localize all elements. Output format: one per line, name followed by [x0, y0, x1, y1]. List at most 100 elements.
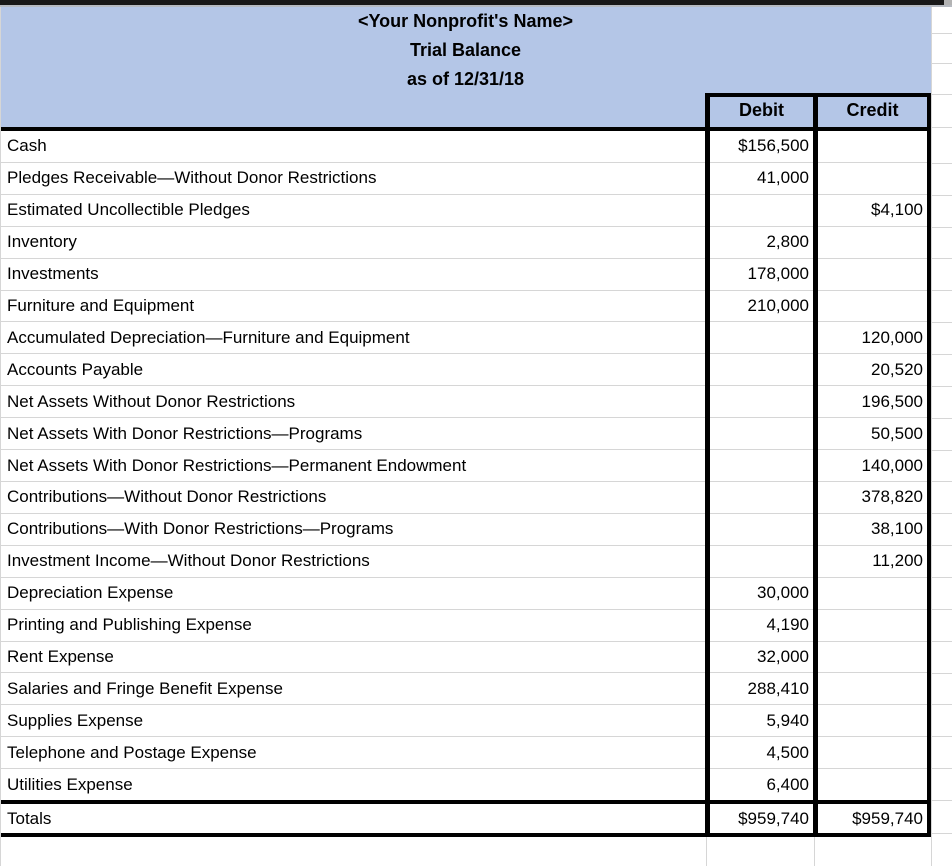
bottom-partial-gridline-1	[706, 837, 707, 866]
debit-cell[interactable]: 4,190	[766, 615, 809, 635]
credit-cell[interactable]: 120,000	[861, 327, 923, 347]
account-label-cell[interactable]: Contributions—With Donor Restrictions—Pr…	[7, 519, 394, 539]
account-label-cell[interactable]: Pledges Receivable—Without Donor Restric…	[7, 168, 377, 188]
credit-cell[interactable]	[818, 673, 923, 704]
title-org-name-cell[interactable]: <Your Nonprofit's Name>	[358, 11, 573, 31]
debit-cell[interactable]: 41,000	[757, 168, 809, 188]
right-column-row-gridline	[931, 290, 952, 291]
right-column-gridline	[931, 7, 932, 866]
debit-cell[interactable]	[710, 322, 809, 353]
credit-cell[interactable]	[818, 131, 923, 162]
right-column-row-gridline	[931, 195, 952, 196]
debit-cell[interactable]: 4,500	[766, 742, 809, 762]
debit-credit-divider-border	[813, 93, 818, 837]
account-label-cell[interactable]: Salaries and Fringe Benefit Expense	[7, 678, 283, 698]
account-label-cell[interactable]: Telephone and Postage Expense	[7, 742, 257, 762]
right-column-row-gridline	[931, 800, 952, 801]
credit-cell[interactable]: 140,000	[861, 455, 923, 475]
right-column-row-gridline	[931, 227, 952, 228]
account-label-cell[interactable]: Net Assets With Donor Restrictions—Progr…	[7, 423, 363, 443]
title-report-name-cell[interactable]: Trial Balance	[409, 40, 522, 60]
debit-cell[interactable]: 5,940	[766, 710, 809, 730]
credit-cell[interactable]: 20,520	[871, 359, 923, 379]
credit-cell[interactable]	[818, 227, 923, 258]
debit-cell[interactable]: $156,500	[738, 136, 809, 156]
credit-cell[interactable]	[818, 769, 923, 800]
account-label-cell[interactable]: Investments	[7, 264, 99, 284]
credit-cell[interactable]	[818, 610, 923, 641]
top-row-border	[0, 0, 944, 5]
account-label-cell[interactable]: Accumulated Depreciation—Furniture and E…	[7, 327, 410, 347]
totals-debit-cell[interactable]: $959,740	[738, 808, 809, 828]
account-label-cell[interactable]: Estimated Uncollectible Pledges	[7, 200, 250, 220]
debit-cell[interactable]	[710, 418, 809, 449]
credit-cell[interactable]	[818, 291, 923, 322]
account-label-cell[interactable]: Furniture and Equipment	[7, 295, 195, 315]
account-label-cell[interactable]: Rent Expense	[7, 646, 114, 666]
account-label-cell[interactable]: Supplies Expense	[7, 710, 144, 730]
credit-cell[interactable]: 378,820	[861, 487, 923, 507]
table-row: Cash $156,500	[0, 131, 932, 163]
debit-cell[interactable]: 178,000	[747, 264, 809, 284]
title-block: <Your Nonprofit's Name> Trial Balance as…	[0, 7, 931, 94]
account-label-cell[interactable]: Investment Income—Without Donor Restrict…	[7, 551, 370, 571]
table-row: Telephone and Postage Expense 4,500	[0, 737, 932, 770]
right-column-row-gridline	[931, 768, 952, 769]
table-row: Investments 178,000	[0, 259, 932, 291]
right-column-row-gridline	[931, 704, 952, 705]
credit-cell[interactable]	[818, 163, 923, 194]
debit-cell[interactable]: 30,000	[757, 583, 809, 603]
table-row: Printing and Publishing Expense 4,190	[0, 610, 932, 642]
debit-cell[interactable]	[710, 546, 809, 577]
totals-credit-cell[interactable]: $959,740	[852, 808, 923, 828]
credit-cell[interactable]: 196,500	[861, 391, 923, 411]
right-column-row-gridline	[931, 386, 952, 387]
debit-cell[interactable]: 6,400	[766, 774, 809, 794]
credit-column-header[interactable]: Credit	[846, 99, 899, 120]
credit-cell[interactable]	[818, 259, 923, 290]
debit-column-header[interactable]: Debit	[739, 99, 784, 120]
account-label-cell[interactable]: Inventory	[7, 232, 77, 252]
debit-cell[interactable]: 210,000	[747, 295, 809, 315]
top-gridline	[0, 5, 952, 7]
debit-cell[interactable]	[710, 195, 809, 226]
right-column-row-gridline	[931, 163, 952, 164]
right-column-row-gridline	[931, 833, 952, 834]
credit-cell[interactable]: 11,200	[872, 551, 923, 571]
table-row: Investment Income—Without Donor Restrict…	[0, 546, 932, 578]
account-label-cell[interactable]: Depreciation Expense	[7, 583, 174, 603]
right-column-row-gridline	[931, 258, 952, 259]
account-label-cell[interactable]: Contributions—Without Donor Restrictions	[7, 487, 327, 507]
debit-cell[interactable]: 288,410	[747, 678, 809, 698]
credit-cell[interactable]: 38,100	[871, 519, 923, 539]
account-label-cell[interactable]: Net Assets With Donor Restrictions—Perma…	[7, 455, 467, 475]
debit-cell[interactable]	[710, 514, 809, 545]
account-label-cell[interactable]: Accounts Payable	[7, 359, 144, 379]
account-label-cell[interactable]: Utilities Expense	[7, 774, 133, 794]
totals-label-cell[interactable]: Totals	[7, 808, 52, 828]
credit-cell[interactable]: 50,500	[871, 423, 923, 443]
credit-cell[interactable]	[818, 578, 923, 609]
credit-cell[interactable]	[818, 705, 923, 736]
credit-cell[interactable]	[818, 737, 923, 768]
credit-cell[interactable]	[818, 642, 923, 673]
table-row: Accumulated Depreciation—Furniture and E…	[0, 322, 932, 355]
top-row-border-tail	[944, 0, 952, 5]
account-label-cell[interactable]: Cash	[7, 136, 47, 156]
debit-cell[interactable]	[710, 482, 809, 513]
credit-cell[interactable]: $4,100	[871, 200, 923, 220]
header-top-border	[705, 93, 932, 97]
debit-cell[interactable]: 2,800	[766, 232, 809, 252]
debit-cell[interactable]	[710, 450, 809, 481]
right-column-row-gridline	[931, 481, 952, 482]
table-row: Net Assets With Donor Restrictions—Perma…	[0, 450, 932, 482]
right-column-row-gridline	[931, 354, 952, 355]
title-as-of-date-cell[interactable]: as of 12/31/18	[406, 69, 525, 89]
account-rows: Cash $156,500 Pledges Receivable—Without D…	[0, 131, 932, 800]
account-label-cell[interactable]: Net Assets Without Donor Restrictions	[7, 391, 296, 411]
debit-cell[interactable]	[710, 386, 809, 417]
debit-cell[interactable]	[710, 354, 809, 385]
debit-cell[interactable]: 32,000	[757, 646, 809, 666]
account-label-cell[interactable]: Printing and Publishing Expense	[7, 615, 252, 635]
